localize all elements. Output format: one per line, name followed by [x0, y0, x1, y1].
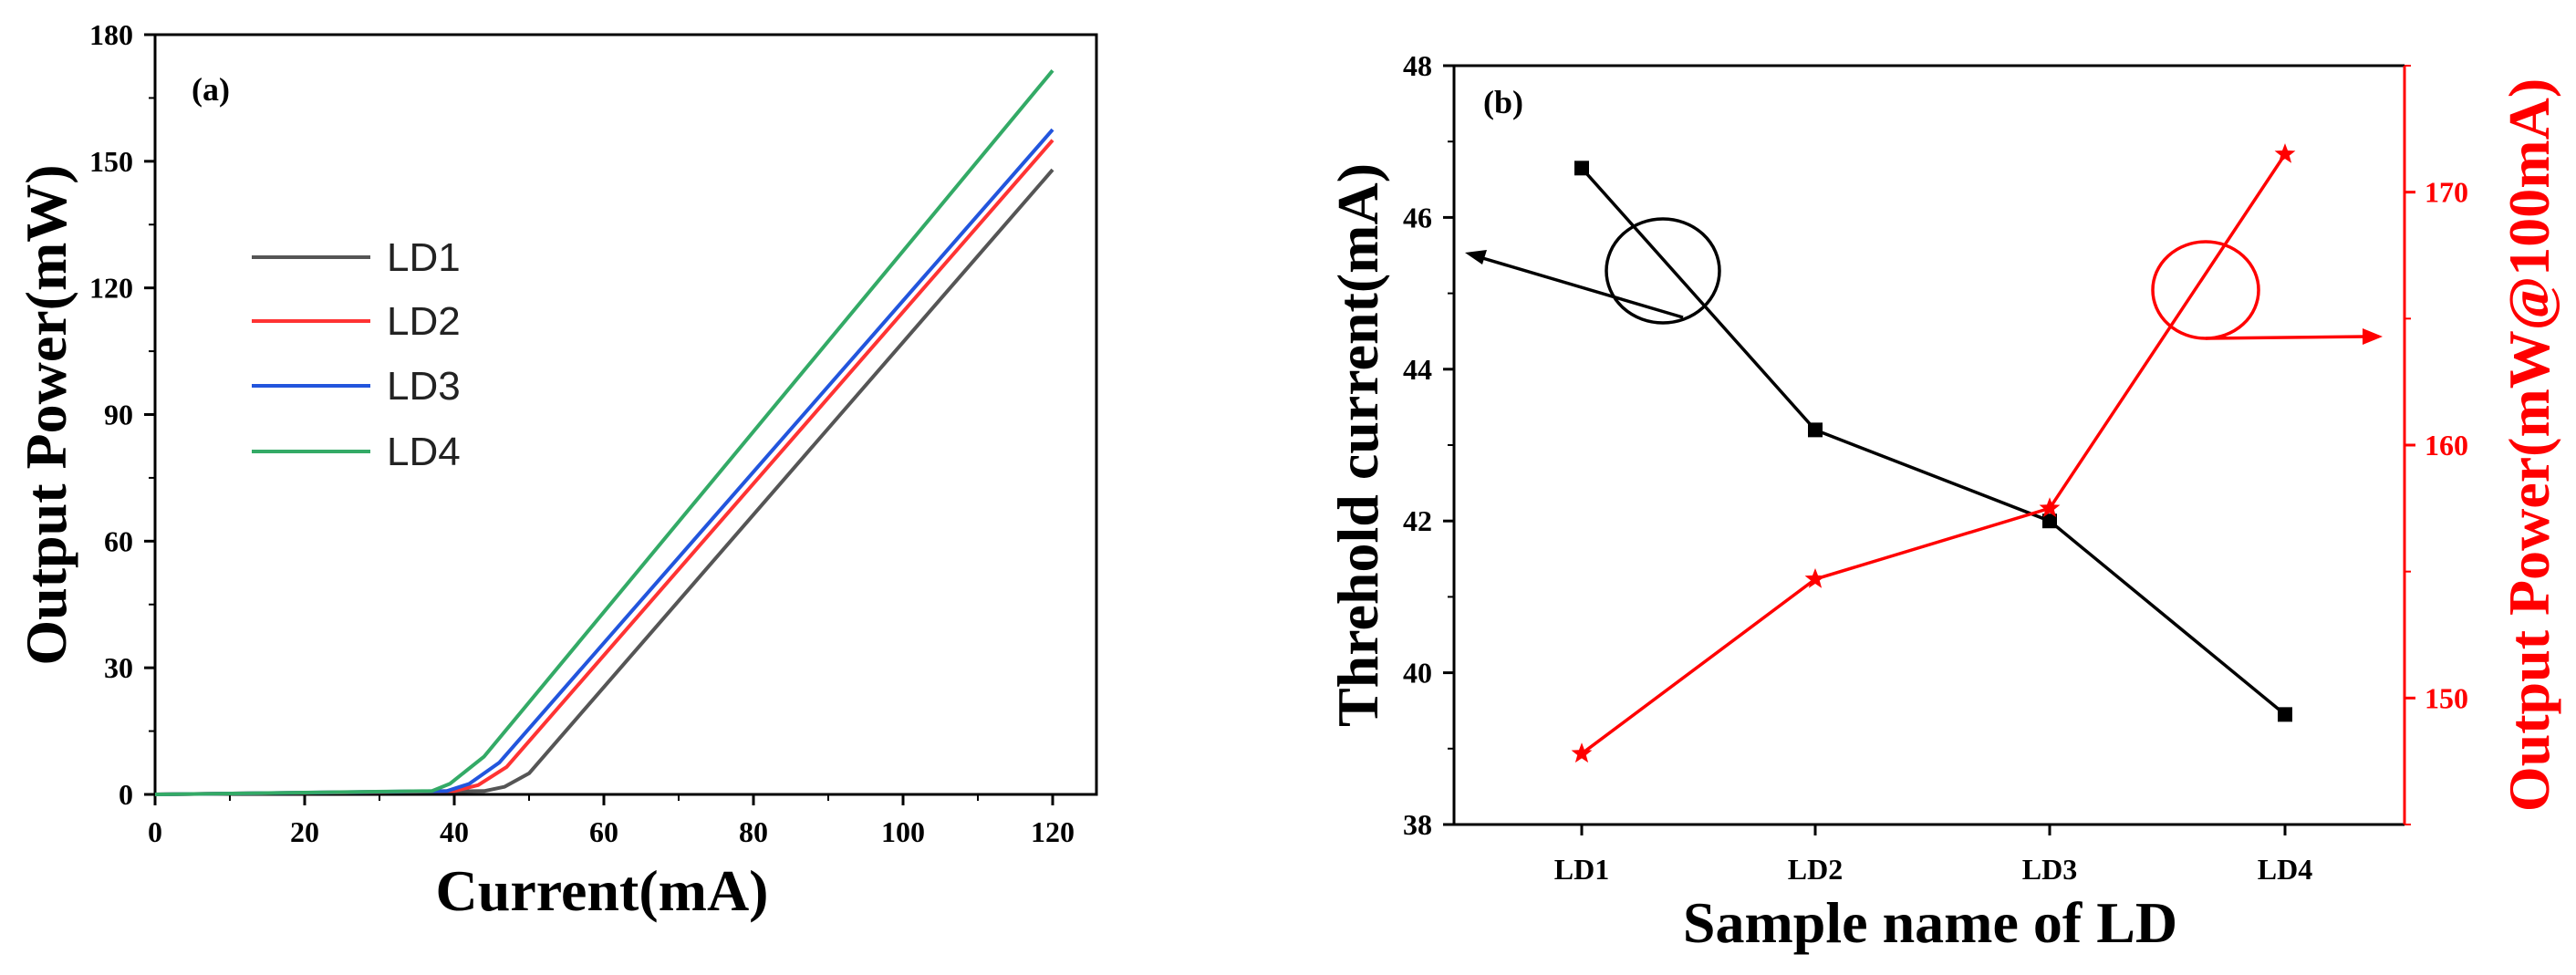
panel-a-y-ticks: 0 30 60 90 120 150 180	[89, 18, 155, 811]
legend-label-ld4: LD4	[387, 430, 461, 474]
panel-b-right-y-tick-label: 160	[2425, 429, 2468, 462]
panel-b-x-tick-label: LD1	[1554, 853, 1609, 886]
series-line-ld3	[154, 128, 1054, 796]
panel-b-x-tick-label: LD4	[2258, 853, 2312, 886]
panel-b-left-y-tick-label: 40	[1403, 657, 1432, 690]
panel-a-series-lines	[154, 69, 1054, 796]
panel-b-left-y-tick-label: 46	[1403, 201, 1432, 233]
panel-a-y-tick-label: 30	[104, 651, 133, 684]
panel-b-x-axis-title: Sample name of LD	[1683, 890, 2177, 955]
panel-a-y-tick-label: 180	[89, 18, 133, 51]
legend-label-ld2: LD2	[387, 299, 461, 344]
marker-output-power	[1571, 742, 1593, 763]
panel-a-y-tick-label: 120	[89, 272, 133, 305]
panel-b-left-y-ticks: 38 40 42 44 46 48	[1403, 49, 1454, 841]
right-axis-indicator-arrow-line	[2205, 335, 2367, 340]
marker-output-power	[2274, 143, 2296, 163]
panel-b-left-y-tick-label: 48	[1403, 49, 1432, 82]
panel-a-x-tick-label: 80	[739, 815, 768, 848]
panel-a-x-ticks: 0 20 40 60 80 100 120	[148, 794, 1075, 848]
panel-a-chart: 0 20 40 60 80 100 120 0 30 60 90 120 150 180 (a) Cur…	[14, 18, 1098, 923]
panel-b-right-y-axis-title: Output Power(mW@100mA)	[2497, 78, 2561, 812]
marker-threshold-current	[2278, 707, 2292, 722]
panel-a-plot-frame	[153, 33, 1098, 796]
panel-b-label: (b)	[1483, 84, 1523, 120]
panel-a-x-tick-label: 40	[440, 815, 469, 848]
left-arrowhead-icon	[1465, 250, 1487, 264]
series-line-ld2	[154, 139, 1054, 796]
legend-label-ld1: LD1	[387, 235, 461, 280]
series-line-output-power	[1580, 153, 2287, 755]
panel-a-x-tick-label: 60	[589, 815, 618, 848]
panel-a-x-tick-label: 20	[290, 815, 319, 848]
panel-a-y-tick-label: 90	[104, 399, 133, 431]
panel-a-y-tick-label: 0	[119, 778, 133, 811]
series-line-threshold-current	[1580, 167, 2287, 716]
right-axis-indicator-circle	[2151, 240, 2260, 340]
left-axis-indicator-circle	[1605, 217, 1721, 325]
panel-b-left-y-tick-label: 38	[1403, 808, 1432, 841]
panel-b-series	[1571, 143, 2296, 763]
panel-b-x-tick-label: LD3	[2022, 853, 2077, 886]
panel-b-left-y-tick-label: 42	[1403, 504, 1432, 537]
panel-b-left-y-tick-label: 44	[1403, 353, 1432, 386]
marker-output-power	[1804, 568, 1826, 588]
marker-threshold-current	[2042, 513, 2057, 529]
marker-output-power	[2039, 497, 2061, 517]
right-arrowhead-icon	[2363, 328, 2383, 345]
panel-a-label: (a)	[192, 71, 230, 108]
series-line-ld4	[154, 69, 1054, 796]
panel-b-x-tick-label: LD2	[1788, 853, 1843, 886]
panel-b-x-ticks: LD1 LD2 LD3 LD4	[1554, 825, 2312, 886]
panel-a-y-tick-label: 150	[89, 145, 133, 178]
panel-b-left-y-axis-title: Threhold current(mA)	[1325, 163, 1390, 727]
legend-label-ld3: LD3	[387, 364, 461, 409]
left-axis-indicator-arrow-line	[1479, 255, 1684, 319]
panel-a-y-tick-label: 60	[104, 524, 133, 557]
marker-threshold-current	[1808, 422, 1823, 438]
panel-a-x-tick-label: 0	[148, 815, 162, 848]
panel-b-right-y-ticks: 150 160 170	[2405, 65, 2468, 825]
series-line-ld1	[154, 168, 1054, 796]
marker-threshold-current	[1574, 161, 1589, 176]
panel-b-right-y-tick-label: 170	[2425, 176, 2468, 209]
panel-a-legend: LD1 LD2 LD3 LD4	[252, 235, 461, 474]
panel-b-right-y-tick-label: 150	[2425, 681, 2468, 714]
panel-a-y-axis-title: Output Power(mW)	[14, 164, 78, 665]
panel-a-x-axis-title: Current(mA)	[436, 858, 769, 923]
panel-a-x-tick-label: 120	[1031, 815, 1075, 848]
panel-a-x-tick-label: 100	[881, 815, 925, 848]
